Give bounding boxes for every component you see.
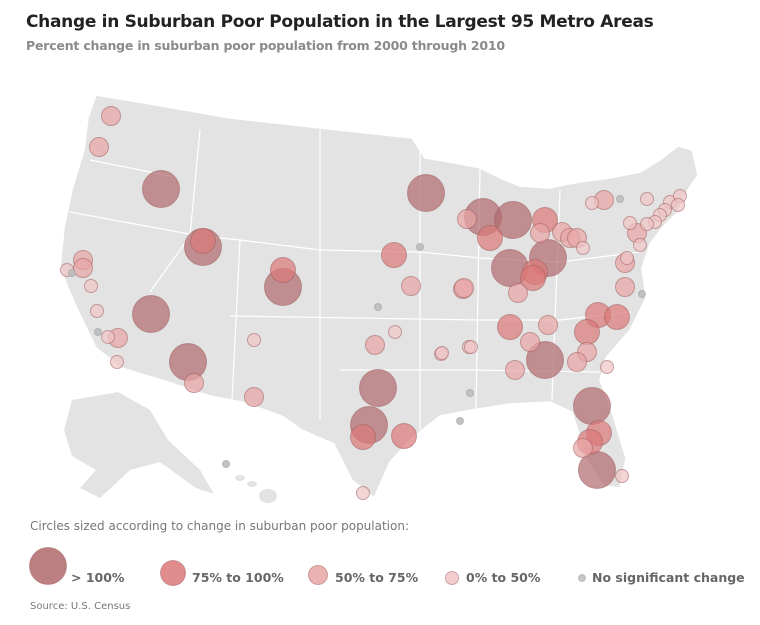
metro-bubble xyxy=(466,389,474,397)
map-subtitle: Percent change in suburban poor populati… xyxy=(26,38,505,53)
legend-circle-0-50 xyxy=(445,571,459,585)
metro-bubble xyxy=(391,423,417,449)
metro-bubble xyxy=(456,417,464,425)
map-title: Change in Suburban Poor Population in th… xyxy=(26,12,654,32)
metro-bubble xyxy=(574,319,600,345)
metro-bubble xyxy=(457,209,477,229)
metro-bubble xyxy=(585,196,599,210)
metro-bubble xyxy=(526,341,564,379)
metro-bubble xyxy=(270,257,296,283)
metro-bubble xyxy=(388,325,402,339)
metro-bubble xyxy=(68,269,76,277)
metro-bubble xyxy=(671,198,685,212)
metro-bubble xyxy=(640,192,654,206)
metro-bubble xyxy=(623,216,637,230)
metro-bubble xyxy=(222,460,230,468)
metro-bubble xyxy=(169,343,207,381)
metro-bubble xyxy=(407,174,445,212)
metro-bubble xyxy=(615,469,629,483)
metro-bubble xyxy=(494,201,532,239)
metro-bubble xyxy=(84,279,98,293)
metro-bubble xyxy=(633,238,647,252)
metro-bubble xyxy=(505,360,525,380)
metro-bubble xyxy=(620,251,634,265)
metro-bubble xyxy=(247,333,261,347)
metro-bubble xyxy=(142,170,180,208)
metro-bubble xyxy=(374,303,382,311)
metro-bubble xyxy=(101,106,121,126)
metro-bubble xyxy=(497,314,523,340)
metro-bubble xyxy=(190,228,216,254)
metro-bubble xyxy=(567,352,587,372)
metro-bubble xyxy=(359,369,397,407)
metro-bubble xyxy=(89,137,109,157)
metro-bubble xyxy=(573,387,611,425)
alaska-shape xyxy=(64,392,214,498)
metro-bubble xyxy=(600,360,614,374)
source-note: Source: U.S. Census xyxy=(30,601,131,612)
metro-bubble xyxy=(477,225,503,251)
legend-caption: Circles sized according to change in sub… xyxy=(30,519,410,533)
metro-bubble xyxy=(110,355,124,369)
metro-bubble xyxy=(520,332,540,352)
legend-circles xyxy=(29,547,586,586)
metro-bubble xyxy=(101,330,115,344)
hawaii-shape xyxy=(235,475,277,503)
metro-bubble xyxy=(356,486,370,500)
contiguous-us-shape xyxy=(59,94,699,500)
legend-circle-no-change xyxy=(578,574,586,582)
legend-label-over-100: > 100% xyxy=(71,570,125,585)
metro-bubble xyxy=(416,243,424,251)
legend-label-0-50: 0% to 50% xyxy=(466,570,541,585)
metro-bubble xyxy=(616,195,624,203)
metro-bubble xyxy=(90,304,104,318)
metro-bubble xyxy=(640,217,654,231)
metro-bubble xyxy=(244,387,264,407)
metro-bubble xyxy=(576,241,590,255)
legend-label-no-change: No significant change xyxy=(592,570,745,585)
metro-bubble xyxy=(401,276,421,296)
legend-circle-50-75 xyxy=(308,565,328,585)
metro-bubble xyxy=(132,295,170,333)
metro-bubble xyxy=(464,340,478,354)
metro-bubble xyxy=(638,290,646,298)
metro-bubble xyxy=(604,304,630,330)
metro-bubble xyxy=(350,424,376,450)
legend-circle-75-100 xyxy=(160,560,186,586)
metro-bubbles xyxy=(60,106,687,500)
metro-bubble xyxy=(94,328,102,336)
metro-bubble xyxy=(615,277,635,297)
metro-bubble xyxy=(365,335,385,355)
metro-bubble xyxy=(73,258,93,278)
metro-bubble xyxy=(573,438,593,458)
metro-bubble xyxy=(381,242,407,268)
metro-bubble xyxy=(538,315,558,335)
metro-bubble xyxy=(530,223,550,243)
metro-bubble xyxy=(435,346,449,360)
land xyxy=(59,94,699,503)
legend-circle-over-100 xyxy=(29,547,67,585)
metro-bubble xyxy=(508,283,528,303)
metro-bubble xyxy=(520,265,546,291)
legend-label-75-100: 75% to 100% xyxy=(192,570,284,585)
metro-bubble xyxy=(184,373,204,393)
metro-bubble xyxy=(454,278,474,298)
legend-label-50-75: 50% to 75% xyxy=(335,570,419,585)
